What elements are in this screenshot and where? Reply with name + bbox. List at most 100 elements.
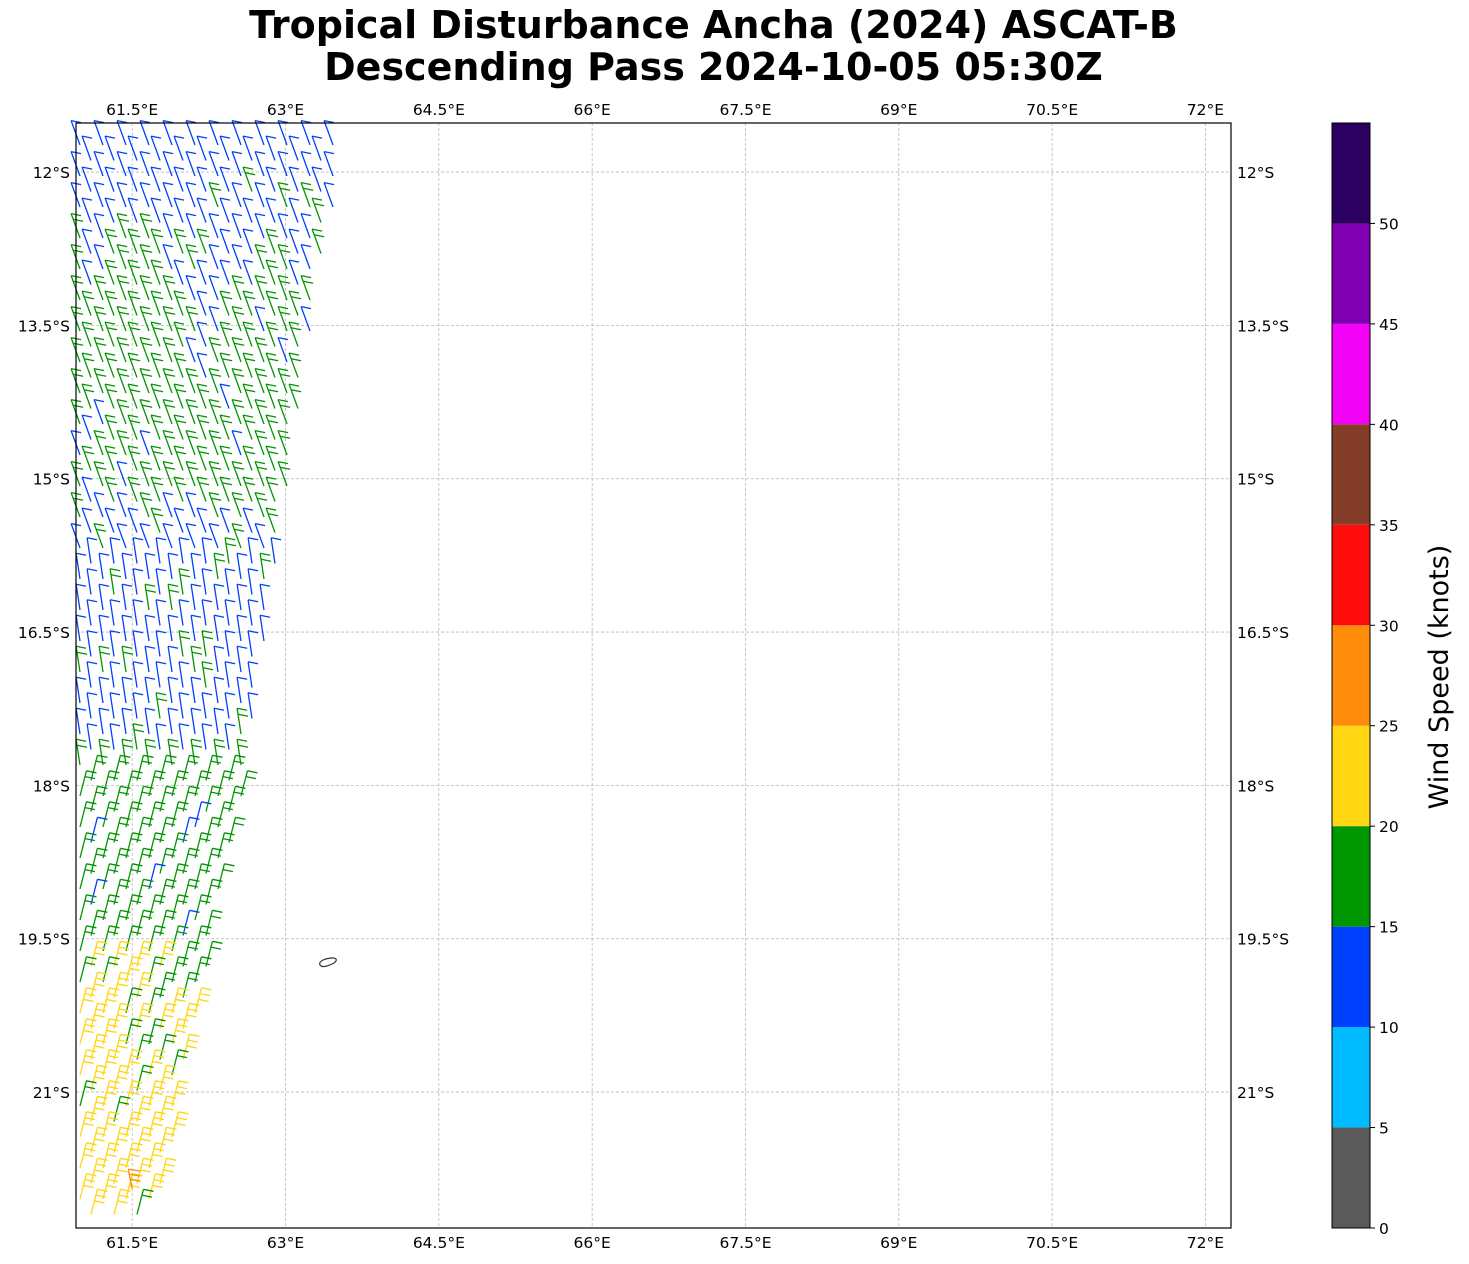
barb-feather [260, 558, 272, 562]
wind-barb [159, 909, 177, 936]
barb-staff [185, 213, 196, 239]
barb-feather [94, 1076, 105, 1080]
wind-barb [127, 507, 139, 533]
barb-feather [265, 414, 277, 418]
barb-staff [148, 770, 157, 797]
barb-feather [104, 414, 116, 418]
barb-feather [268, 234, 279, 238]
barb-feather [150, 445, 162, 449]
wind-barb [102, 987, 120, 1014]
barb-feather [231, 367, 243, 372]
wind-barb [167, 583, 180, 611]
barb-staff [213, 646, 219, 673]
barb-staff [208, 523, 219, 549]
barb-feather [210, 822, 222, 826]
wind-barb [323, 150, 335, 177]
barb-feather [164, 1132, 176, 1136]
barb-staff [93, 337, 104, 363]
barb-feather [127, 414, 139, 418]
wind-barb [132, 692, 144, 719]
barb-staff [104, 290, 115, 316]
barb-feather [173, 290, 185, 294]
wind-barb [265, 507, 279, 533]
barb-feather [143, 1157, 154, 1161]
wind-barb [162, 243, 174, 270]
barb-feather [178, 863, 189, 867]
barb-feather [153, 1116, 165, 1121]
barb-feather [234, 528, 245, 532]
wind-barb [173, 414, 187, 440]
barb-feather [73, 249, 84, 253]
barb-staff [167, 584, 173, 611]
barb-staff [93, 306, 104, 332]
barb-feather [118, 946, 130, 950]
barb-feather [176, 837, 188, 842]
wind-barb [144, 552, 156, 580]
barb-feather [86, 723, 98, 727]
barb-staff [167, 708, 173, 735]
barb-feather [291, 389, 302, 393]
wind-barb [136, 1126, 154, 1153]
barb-feather [150, 197, 162, 201]
barb-feather [97, 940, 108, 944]
barb-staff [265, 197, 276, 223]
wind-barb [254, 429, 268, 456]
barb-staff [182, 1034, 191, 1060]
barb-feather [231, 305, 243, 310]
barb-feather [189, 1002, 200, 1006]
barb-feather [94, 1045, 105, 1049]
wind-barb [144, 707, 156, 735]
barb-staff [208, 461, 219, 487]
barb-feather [139, 181, 151, 186]
barb-feather [140, 1169, 151, 1173]
wind-barb [185, 150, 197, 177]
barb-feather [153, 1085, 165, 1090]
colorbar-segment [1332, 323, 1370, 425]
barb-feather [242, 321, 254, 325]
barb-staff [81, 507, 92, 533]
barb-staff [167, 615, 173, 642]
barb-staff [219, 228, 230, 254]
wind-barb [217, 832, 235, 859]
wind-barb [162, 491, 174, 518]
barb-staff [265, 383, 276, 409]
barb-feather [163, 1107, 174, 1111]
barb-staff [288, 290, 299, 316]
barb-feather [120, 971, 131, 975]
wind-barb [265, 290, 279, 316]
barb-feather [234, 466, 245, 470]
barb-feather [153, 1023, 165, 1028]
barb-feather [155, 1111, 166, 1115]
colorbar-tick-label: 50 [1379, 215, 1399, 233]
barb-feather [201, 987, 212, 991]
barb-feather [164, 1070, 176, 1074]
barb-staff [265, 507, 276, 533]
barb-staff [125, 1080, 134, 1107]
barb-feather [96, 373, 107, 377]
barb-feather [222, 868, 234, 873]
barb-feather [189, 754, 200, 758]
barb-feather [254, 460, 266, 465]
barb-feather [199, 899, 211, 904]
barb-feather [191, 651, 203, 655]
barb-feather [224, 723, 236, 727]
wind-barb [81, 445, 95, 471]
barb-feather [187, 884, 199, 888]
wind-barb [113, 940, 131, 967]
colorbar-segment [1332, 725, 1370, 827]
wind-barb [150, 259, 164, 285]
barb-staff [277, 151, 288, 177]
lon-tick-label-top: 69°E [880, 101, 917, 119]
barb-feather [222, 420, 233, 424]
barb-feather [81, 290, 93, 294]
barb-feather [73, 311, 84, 315]
barb-feather [116, 119, 128, 124]
barb-feather [81, 135, 93, 139]
barb-feather [109, 1173, 120, 1177]
barb-feather [153, 265, 164, 269]
barb-staff [231, 275, 242, 301]
wind-barb [265, 166, 277, 192]
barb-feather [178, 770, 189, 774]
barb-feather [156, 698, 168, 702]
barb-feather [84, 1085, 96, 1090]
